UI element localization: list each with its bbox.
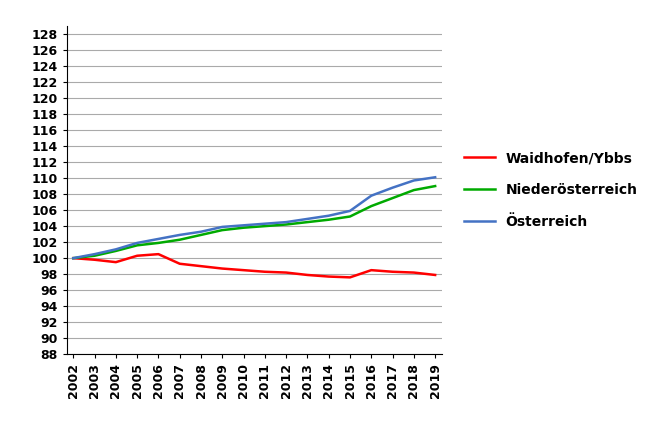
Legend: Waidhofen/Ybbs, Niederösterreich, Österreich: Waidhofen/Ybbs, Niederösterreich, Österr… (458, 146, 644, 235)
